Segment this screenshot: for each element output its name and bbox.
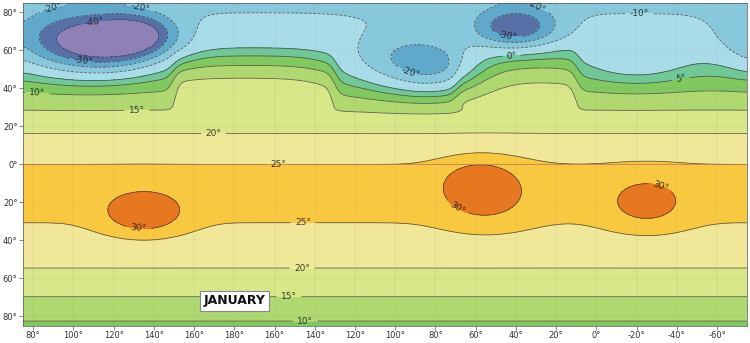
Text: 15°: 15°: [281, 292, 297, 301]
Text: 0°: 0°: [506, 51, 517, 60]
Text: -30°: -30°: [497, 31, 517, 43]
Text: 25°: 25°: [296, 218, 311, 227]
Text: 20°: 20°: [294, 263, 310, 273]
Text: 10°: 10°: [297, 317, 313, 326]
Text: -20°: -20°: [400, 65, 422, 80]
Text: 15°: 15°: [129, 106, 145, 115]
Text: 10°: 10°: [29, 88, 46, 98]
Text: 30°: 30°: [130, 223, 147, 234]
Text: 25°: 25°: [270, 160, 286, 169]
Text: 30°: 30°: [448, 200, 466, 216]
Text: -20°: -20°: [526, 0, 547, 15]
Text: -40°: -40°: [85, 16, 105, 27]
Text: 20°: 20°: [206, 129, 221, 138]
Text: 5°: 5°: [675, 74, 686, 84]
Text: -30°: -30°: [74, 55, 94, 67]
Text: JANUARY: JANUARY: [203, 295, 266, 307]
Text: -20°: -20°: [130, 1, 152, 14]
Text: 30°: 30°: [652, 179, 670, 193]
Text: -20°: -20°: [43, 1, 64, 15]
Text: -10°: -10°: [630, 9, 649, 18]
